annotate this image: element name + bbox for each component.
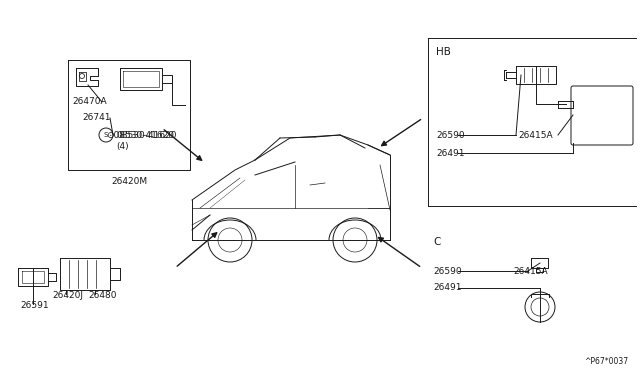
Text: ⊙08530-41620: ⊙08530-41620 <box>106 131 174 140</box>
Text: (4): (4) <box>116 142 129 151</box>
Text: 26420M: 26420M <box>111 177 147 186</box>
Text: HB: HB <box>436 47 451 57</box>
Text: 26491: 26491 <box>433 283 461 292</box>
Text: 26741: 26741 <box>82 113 111 122</box>
Text: 26480: 26480 <box>88 291 116 299</box>
Text: 26420J: 26420J <box>52 291 83 299</box>
Text: S: S <box>104 132 108 138</box>
Text: 26415A: 26415A <box>518 131 552 140</box>
Text: ^P67*0037: ^P67*0037 <box>584 357 628 366</box>
Text: C: C <box>433 237 440 247</box>
Text: 26470A: 26470A <box>72 97 107 106</box>
Text: 26590: 26590 <box>433 266 461 276</box>
Text: 08530-41620: 08530-41620 <box>116 131 177 140</box>
Text: 26591: 26591 <box>20 301 49 311</box>
Text: 26415A: 26415A <box>513 266 548 276</box>
Text: 26491: 26491 <box>436 148 465 157</box>
Text: 26590: 26590 <box>436 131 465 140</box>
